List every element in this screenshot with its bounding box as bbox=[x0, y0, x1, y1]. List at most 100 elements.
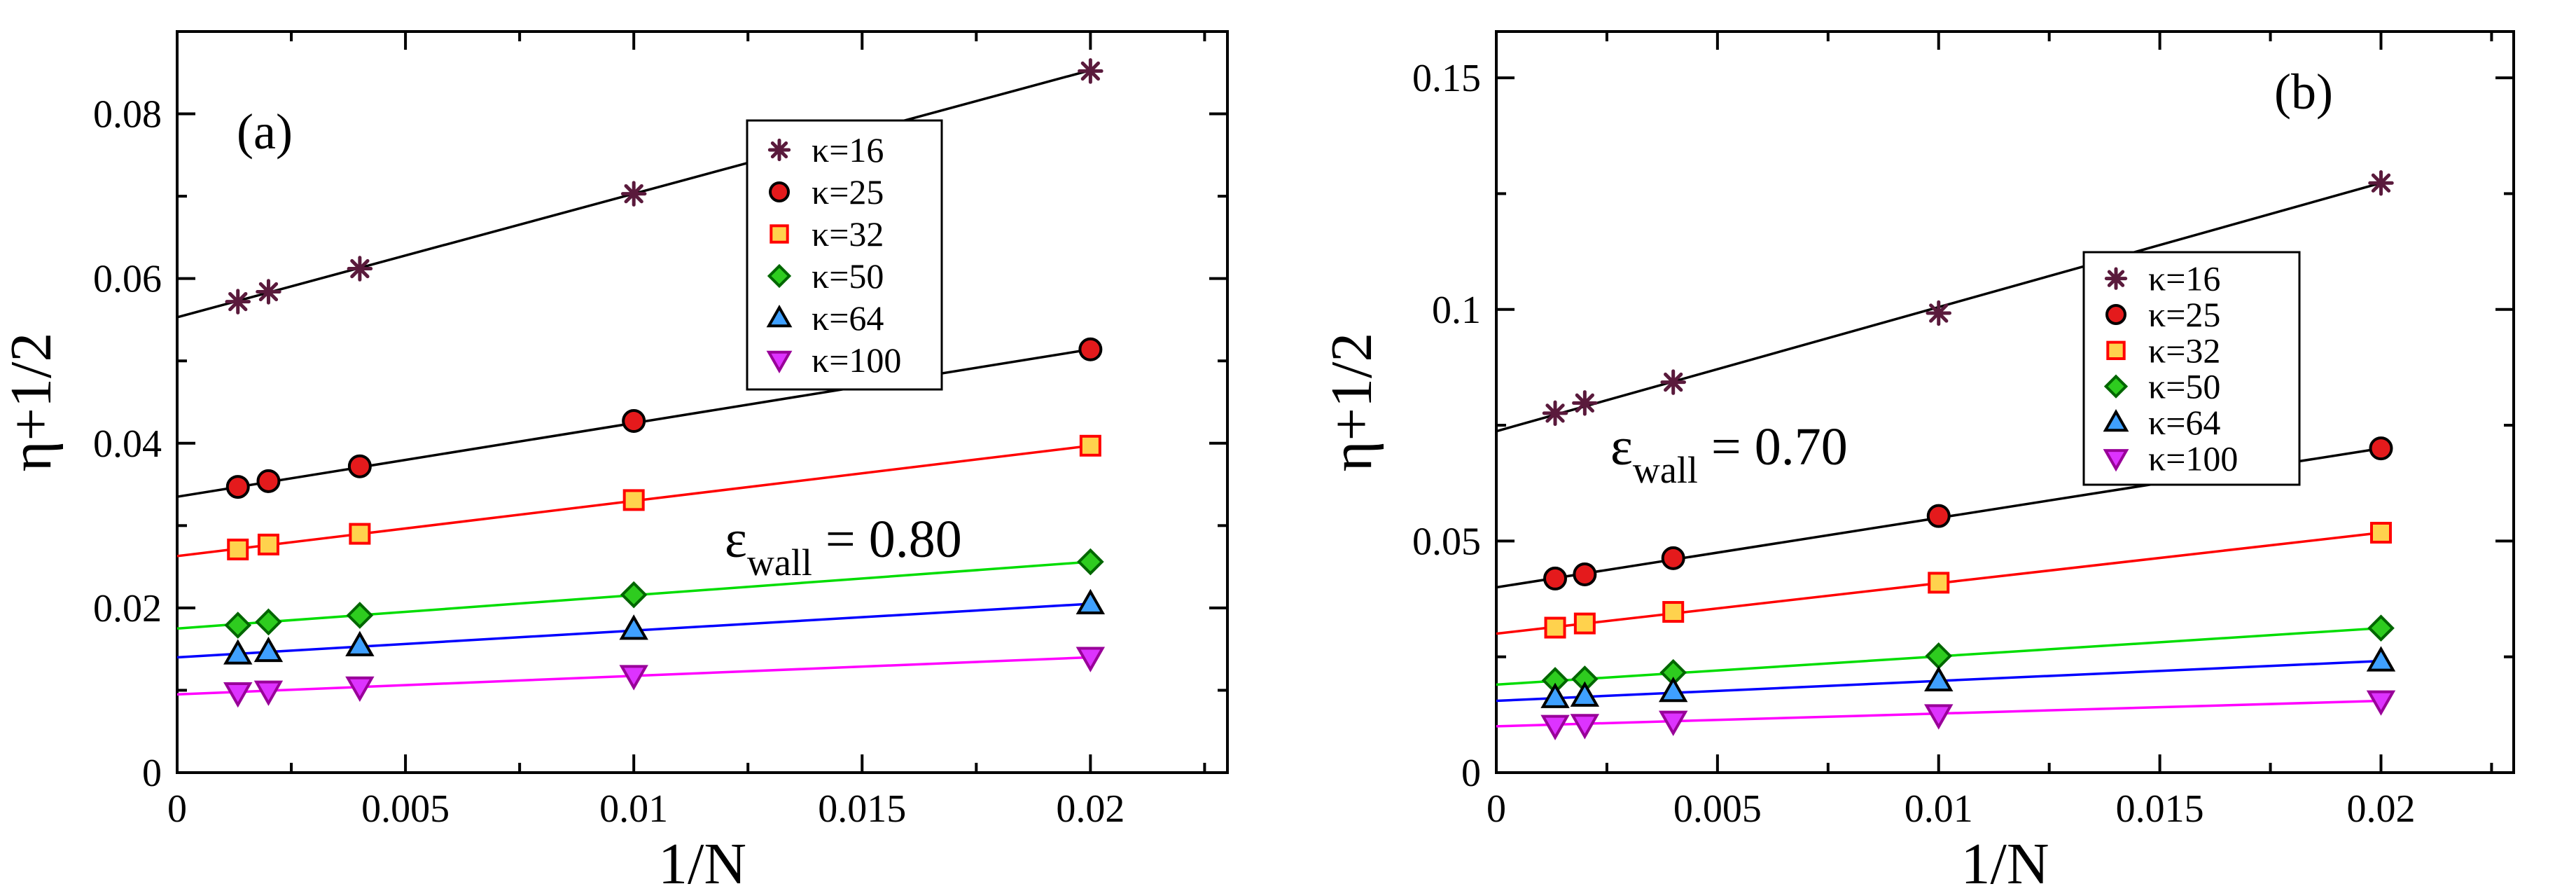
data-point bbox=[255, 608, 282, 636]
legend: κ=16κ=25κ=32κ=50κ=64κ=100 bbox=[2082, 251, 2301, 486]
x-axis-title: 1/N bbox=[1961, 831, 2049, 891]
legend-label: κ=32 bbox=[2148, 331, 2220, 370]
data-point bbox=[622, 409, 646, 434]
data-point bbox=[223, 639, 253, 665]
epsilon-symbol: ε bbox=[725, 510, 747, 569]
x-axis-title: 1/N bbox=[658, 831, 746, 891]
data-point bbox=[2369, 521, 2392, 544]
epsilon-wall-annotation: εwall = 0.70 bbox=[1610, 417, 1848, 491]
data-point bbox=[1078, 337, 1103, 361]
legend-marker bbox=[767, 138, 791, 162]
legend-label: κ=25 bbox=[812, 172, 884, 212]
series-κ=32 bbox=[1544, 521, 2392, 639]
legend-marker bbox=[2105, 304, 2126, 325]
data-point bbox=[2366, 690, 2396, 716]
x-tick-label: 0.015 bbox=[2116, 787, 2204, 831]
data-point bbox=[1540, 682, 1570, 708]
data-point bbox=[346, 602, 374, 629]
x-tick-label: 0.015 bbox=[818, 787, 906, 831]
y-tick-label: 0.02 bbox=[93, 587, 162, 630]
data-point bbox=[1924, 665, 1954, 692]
data-point bbox=[620, 181, 647, 207]
data-point bbox=[1544, 616, 1566, 639]
data-point bbox=[1078, 58, 1103, 84]
data-point bbox=[1542, 400, 1568, 427]
y-tick-label: 0.06 bbox=[93, 258, 162, 301]
legend-marker bbox=[766, 350, 793, 373]
x-tick-label: 0.005 bbox=[361, 787, 450, 831]
y-tick-label: 0 bbox=[1461, 752, 1481, 795]
data-point bbox=[1572, 390, 1598, 416]
data-point bbox=[2369, 436, 2393, 461]
x-tick-label: 0 bbox=[167, 787, 187, 831]
data-point bbox=[227, 538, 249, 560]
y-axis-title: η+1/2 bbox=[1319, 333, 1384, 472]
y-tick-label: 0.08 bbox=[93, 93, 162, 137]
epsilon-wall-annotation: εwall = 0.80 bbox=[725, 510, 962, 583]
panel-label: (a) bbox=[237, 104, 293, 160]
data-point bbox=[1658, 710, 1688, 736]
data-point bbox=[2368, 170, 2394, 196]
data-point bbox=[347, 454, 372, 478]
series-κ=25 bbox=[1543, 436, 2393, 590]
epsilon-value: = 0.80 bbox=[812, 510, 962, 569]
data-point bbox=[256, 469, 281, 493]
legend-marker bbox=[2103, 409, 2129, 432]
y-tick-label: 0.04 bbox=[93, 422, 162, 466]
series-κ=16 bbox=[225, 58, 1103, 315]
data-point bbox=[1925, 642, 1953, 670]
y-axis-title: η+1/2 bbox=[0, 333, 64, 472]
data-point bbox=[225, 289, 251, 315]
data-point bbox=[257, 533, 279, 555]
series-κ=25 bbox=[225, 337, 1103, 499]
data-point bbox=[619, 665, 648, 691]
series-κ=50 bbox=[1541, 614, 2395, 694]
legend-label: κ=64 bbox=[812, 298, 884, 338]
data-point bbox=[1661, 546, 1685, 570]
series-κ=100 bbox=[223, 647, 1106, 708]
data-point bbox=[1573, 612, 1596, 635]
data-point bbox=[619, 614, 648, 640]
chart-panel-b: 0 0.005 0.01 0.015 0.02 0 0.05 0.1 0.15 1/N η+1/2 (… bbox=[1319, 30, 2515, 891]
data-point bbox=[1662, 601, 1685, 623]
legend-label: κ=16 bbox=[2148, 259, 2220, 298]
plot-frame bbox=[1495, 30, 2515, 774]
data-point bbox=[1570, 681, 1600, 707]
legend-label: κ=50 bbox=[2148, 367, 2220, 406]
plot-frame bbox=[176, 30, 1229, 774]
data-point bbox=[225, 475, 250, 499]
legend-label: κ=64 bbox=[2148, 403, 2220, 442]
data-point bbox=[253, 680, 284, 706]
data-point bbox=[1660, 369, 1686, 395]
data-point bbox=[1540, 714, 1570, 740]
series-κ=50 bbox=[224, 548, 1104, 639]
data-point bbox=[1077, 548, 1104, 576]
data-point bbox=[256, 279, 281, 305]
series-κ=32 bbox=[227, 434, 1101, 560]
series-κ=64 bbox=[223, 588, 1106, 665]
data-point bbox=[253, 636, 284, 663]
panel-label: (b) bbox=[2274, 64, 2333, 120]
x-tick-label: 0.01 bbox=[1905, 787, 1973, 831]
data-point bbox=[345, 630, 375, 656]
y-tick-label: 0.05 bbox=[1412, 520, 1481, 563]
legend-label: κ=100 bbox=[2148, 438, 2238, 478]
series-κ=100 bbox=[1540, 690, 2396, 740]
x-tick-label: 0.005 bbox=[1673, 787, 1762, 831]
data-point bbox=[345, 676, 375, 703]
legend-marker bbox=[2104, 267, 2128, 290]
y-tick-label: 0.1 bbox=[1432, 289, 1481, 332]
legend-marker bbox=[2103, 374, 2129, 399]
data-point bbox=[1573, 562, 1597, 586]
epsilon-value: = 0.70 bbox=[1698, 417, 1848, 476]
legend-box bbox=[746, 119, 943, 391]
x-tick-label: 0.02 bbox=[2346, 787, 2415, 831]
data-point bbox=[1075, 588, 1106, 614]
legend-label: κ=32 bbox=[812, 214, 884, 254]
data-point bbox=[1570, 714, 1600, 740]
data-point bbox=[2366, 646, 2396, 672]
data-point bbox=[1543, 566, 1568, 590]
legend: κ=16κ=25κ=32κ=50κ=64κ=100 bbox=[746, 119, 943, 391]
data-point bbox=[1926, 504, 1951, 528]
